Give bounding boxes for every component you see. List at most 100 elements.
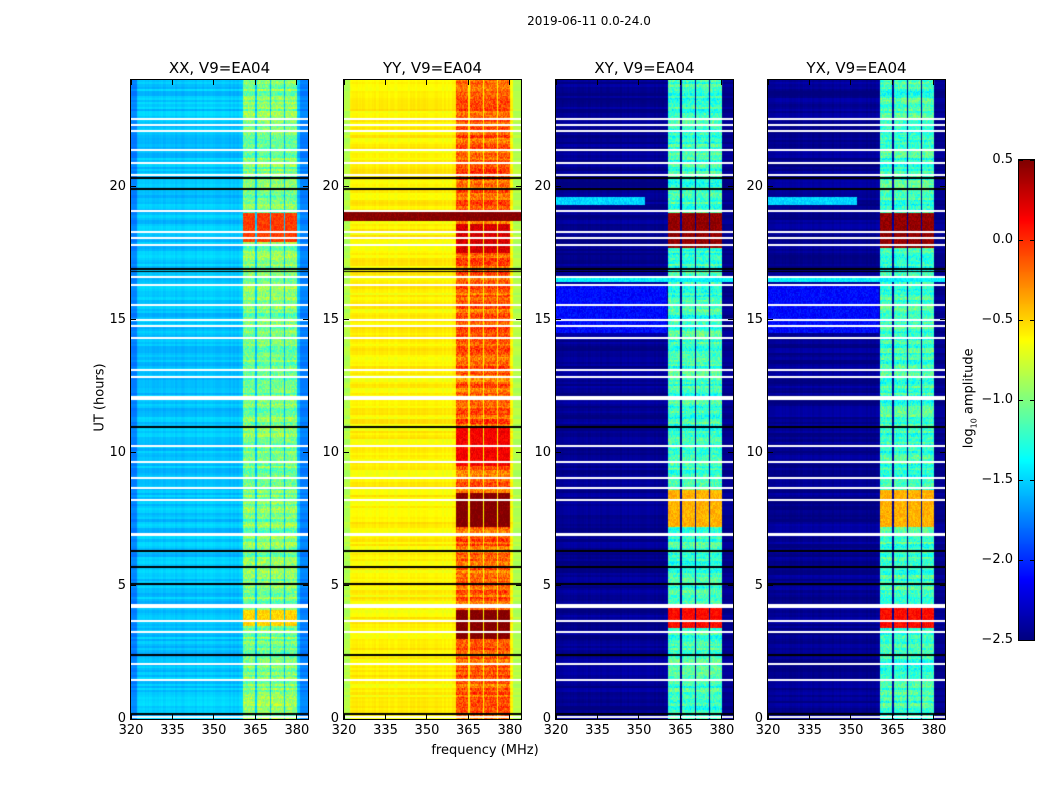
heatmap-panel-0 [130,79,309,720]
x-tick-label: 320 [543,723,569,738]
y-tick-right [303,452,308,454]
x-tick-label: 380 [921,723,947,738]
x-tick-label: 335 [373,723,398,738]
colorbar-tick-right [1030,159,1034,161]
x-tick [509,714,511,719]
y-tick [768,319,773,321]
colorbar-tick-right [1030,239,1034,241]
x-tick-top [171,80,173,85]
figure-title: 2019-06-11 0.0-24.0 [527,14,651,28]
x-tick-top [467,80,469,85]
y-tick [556,718,561,720]
x-tick-label: 365 [456,723,481,738]
colorbar-tick [1019,399,1023,401]
y-tick-label: 15 [109,311,126,327]
y-tick-label: 0 [542,711,551,726]
y-tick-right [728,186,733,187]
x-tick [254,714,256,719]
colorbar-tick [1019,239,1023,241]
y-tick-right [303,319,308,321]
y-tick [131,718,136,720]
x-tick [426,714,428,719]
x-tick [130,714,132,719]
colorbar-tick-right [1030,559,1034,561]
colorbar-tick-label: −2.5 [981,632,1013,647]
y-tick-label: 15 [746,311,763,327]
colorbar-label-sub: 10 [969,418,979,429]
y-axis-label: UT (hours) [92,363,108,432]
y-tick-right [303,718,308,720]
colorbar-tick-label: 0.0 [992,232,1013,247]
y-tick-right [940,585,945,587]
x-tick [808,714,810,719]
x-tick [721,714,723,719]
y-tick-label: 10 [746,444,763,460]
y-tick-right [303,186,308,187]
y-tick [344,585,349,587]
colorbar-tick-right [1030,319,1034,321]
y-tick [344,186,349,187]
y-tick [768,718,773,720]
x-tick [296,714,298,719]
x-tick [933,714,935,719]
y-tick-right [516,585,521,587]
x-tick-top [767,80,769,85]
y-tick-label: 5 [754,577,763,593]
x-tick-top [296,80,298,85]
y-tick-label: 15 [534,311,551,327]
colorbar-tick-label: 0.5 [992,152,1013,167]
colorbar-tick-right [1030,399,1034,401]
x-tick [596,714,598,719]
x-tick [384,714,386,719]
colorbar-tick-label: −1.0 [981,392,1013,407]
y-tick [768,452,773,454]
x-tick [343,714,345,719]
x-axis-label: frequency (MHz) [431,743,539,758]
x-tick-label: 380 [284,723,310,738]
heatmap-panel-2 [555,79,734,720]
heatmap-image [131,80,308,719]
y-tick-label: 0 [117,711,126,726]
y-tick-label: 5 [542,577,551,593]
x-tick-label: 320 [755,723,781,738]
heatmap-panel-1 [343,79,522,720]
colorbar-tick [1019,159,1023,161]
y-tick-label: 0 [754,711,763,726]
y-tick-right [728,452,733,454]
y-tick-right [940,718,945,720]
colorbar-tick-right [1030,479,1034,481]
panel-title: XX, V9=EA04 [168,59,271,77]
panel-title: XY, V9=EA04 [594,59,695,77]
colorbar-gradient [1019,160,1034,640]
y-tick-right [516,718,521,720]
y-tick [768,585,773,587]
x-tick-top [555,80,557,85]
y-tick [556,186,561,187]
x-tick-label: 350 [626,723,652,738]
x-tick-label: 320 [331,723,357,738]
y-tick-label: 5 [330,577,339,593]
x-tick-label: 350 [414,723,440,738]
x-tick-label: 365 [880,723,905,738]
y-tick-right [516,186,521,187]
colorbar-tick-label: −1.5 [981,472,1013,487]
x-tick-top [213,80,215,85]
x-tick [638,714,640,719]
x-tick-label: 335 [585,723,610,738]
y-tick-right [516,452,521,454]
colorbar-tick [1019,559,1023,561]
colorbar-label-main: log [961,428,977,449]
x-tick [679,714,681,719]
x-tick-top [254,80,256,85]
panel-title: YX, V9=EA04 [806,59,907,77]
y-tick-label: 10 [109,444,126,460]
y-tick-right [940,452,945,454]
colorbar-tick [1019,319,1023,321]
panel-title: YY, V9=EA04 [382,59,483,77]
y-tick-label: 20 [109,178,126,194]
y-tick-right [940,186,945,187]
x-tick-label: 335 [797,723,822,738]
x-tick [891,714,893,719]
x-tick [850,714,852,719]
